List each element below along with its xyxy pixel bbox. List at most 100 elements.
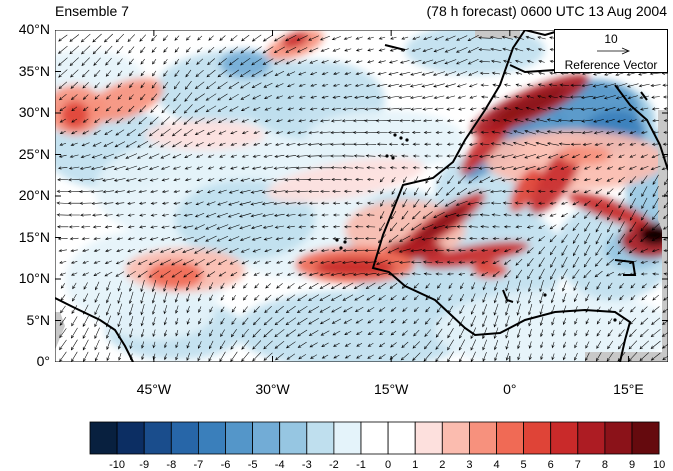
wind-vector xyxy=(285,59,296,65)
wind-vector xyxy=(562,293,567,303)
wind-vector xyxy=(58,69,68,78)
wind-vector xyxy=(606,199,614,208)
colorbar-box xyxy=(225,421,254,455)
wind-vector xyxy=(434,248,444,252)
wind-vector xyxy=(467,46,479,53)
wind-vector xyxy=(229,106,239,112)
wind-vector xyxy=(69,45,80,55)
colorbar-box xyxy=(116,421,145,455)
wind-vector xyxy=(127,248,135,253)
coastline-iberia xyxy=(524,30,556,37)
wind-vector xyxy=(342,249,353,253)
wind-vector xyxy=(570,83,582,87)
wind-vector xyxy=(152,59,157,65)
wind-vector xyxy=(640,222,649,232)
wind-vector xyxy=(321,95,329,99)
wind-vector xyxy=(126,129,136,136)
wind-vector xyxy=(127,34,135,43)
wind-vector xyxy=(217,118,227,123)
wind-vector xyxy=(482,281,487,291)
wind-vector xyxy=(93,237,101,241)
wind-vector xyxy=(104,260,112,264)
wind-vector xyxy=(206,130,216,135)
wind-vector xyxy=(581,84,593,88)
wind-vector xyxy=(583,257,591,268)
wind-vector xyxy=(446,119,454,123)
wind-vector xyxy=(494,281,498,292)
wind-vector xyxy=(186,318,190,325)
wind-vector xyxy=(547,153,559,159)
wind-vector xyxy=(379,222,386,232)
wind-vector xyxy=(106,82,111,89)
wind-vector xyxy=(240,46,250,54)
wind-vector xyxy=(296,317,308,325)
wind-vector xyxy=(414,187,419,196)
wind-vector xyxy=(297,59,307,64)
wind-vector xyxy=(399,119,411,123)
wind-vector xyxy=(152,317,156,326)
wind-vector xyxy=(628,119,637,123)
wind-vector xyxy=(512,154,525,159)
wind-vector xyxy=(458,130,466,134)
wind-vector xyxy=(150,104,158,113)
wind-vector xyxy=(330,131,343,135)
wind-vector xyxy=(216,224,229,230)
wind-vector xyxy=(492,118,500,122)
wind-vector xyxy=(607,340,614,350)
wind-vector xyxy=(196,47,203,53)
lake-volta xyxy=(502,289,514,303)
wind-vector xyxy=(140,58,145,65)
wind-vector xyxy=(297,47,308,53)
wind-vector xyxy=(572,269,580,280)
wind-vector xyxy=(365,225,376,229)
wind-vector xyxy=(308,35,319,41)
wind-vector xyxy=(435,340,443,350)
wind-vector xyxy=(198,306,202,313)
wind-vector xyxy=(137,128,148,137)
wind-vector xyxy=(607,318,613,325)
wind-vector xyxy=(184,201,192,205)
wind-vector xyxy=(641,175,648,185)
wind-vector xyxy=(524,141,537,147)
wind-vector xyxy=(205,93,217,101)
wind-vector xyxy=(550,256,557,268)
wind-vector xyxy=(390,319,397,324)
wind-vector xyxy=(558,95,570,99)
wind-vector xyxy=(380,199,385,207)
wind-vector xyxy=(320,107,330,111)
wind-vector xyxy=(94,292,100,303)
wind-vector xyxy=(253,294,260,301)
wind-vector xyxy=(540,353,544,361)
wind-vector xyxy=(480,95,489,99)
wind-vector xyxy=(286,294,296,301)
wind-vector xyxy=(580,95,594,99)
wind-vector xyxy=(584,233,591,245)
wind-vector xyxy=(515,248,523,253)
wind-vector xyxy=(491,71,501,75)
wind-vector xyxy=(585,341,590,349)
wind-vector xyxy=(250,201,263,206)
island-marker xyxy=(391,156,395,160)
wind-vector xyxy=(607,221,614,233)
island-marker xyxy=(405,138,409,142)
wind-vector xyxy=(58,249,67,253)
wind-vector xyxy=(228,93,239,101)
wind-vector xyxy=(160,128,171,137)
x-axis-label: 0° xyxy=(503,381,517,397)
wind-vector xyxy=(584,211,591,219)
wind-vector xyxy=(505,280,510,292)
wind-vector xyxy=(502,201,512,205)
wind-vector xyxy=(445,248,455,252)
wind-vector xyxy=(433,212,445,218)
wind-vector xyxy=(436,175,442,185)
wind-vector xyxy=(185,58,191,66)
wind-vector xyxy=(630,283,636,289)
wind-vector xyxy=(535,153,548,159)
wind-vector xyxy=(275,95,283,99)
wind-vector xyxy=(321,342,329,348)
wind-vector xyxy=(195,142,204,147)
wind-vector xyxy=(116,117,124,124)
wind-vector xyxy=(242,317,249,326)
wind-vector xyxy=(639,107,649,111)
wind-vector xyxy=(640,317,649,325)
